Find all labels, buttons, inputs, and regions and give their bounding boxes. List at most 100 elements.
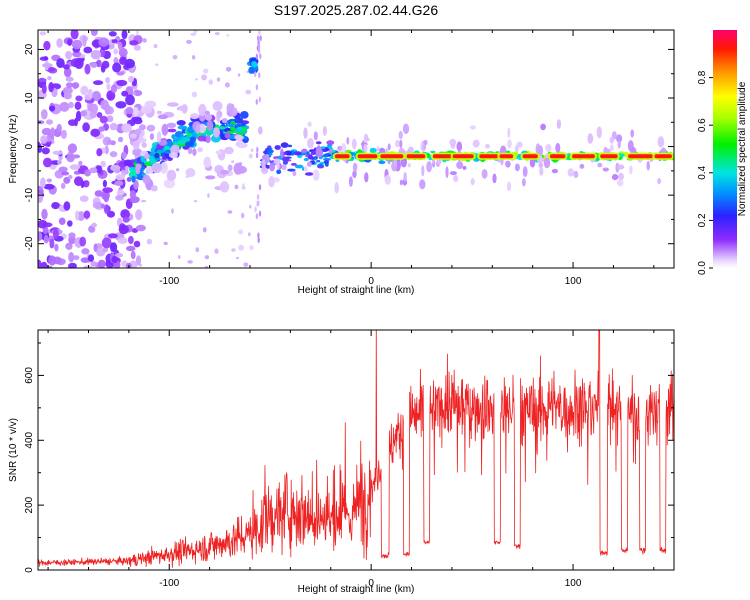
spectral-blob — [216, 110, 223, 118]
spectral-blob — [378, 160, 386, 165]
spectral-blob — [387, 143, 391, 151]
spectral-blob — [258, 30, 261, 36]
spectral-blob — [249, 204, 252, 209]
spectral-blob — [456, 141, 463, 152]
spectral-blob — [181, 104, 188, 114]
spectral-blob — [74, 101, 82, 111]
carrier-core — [600, 154, 618, 159]
spectral-blob — [481, 169, 488, 179]
spectral-blob — [259, 53, 262, 60]
colorbar-tick-label: 0.4 — [697, 165, 708, 179]
spectral-blob — [236, 256, 239, 260]
spectral-blob — [256, 146, 259, 153]
spectral-blob — [657, 136, 665, 148]
spectral-blob — [75, 95, 83, 102]
spectral-blob — [379, 147, 386, 155]
spectral-blob — [191, 91, 198, 98]
spectral-blob — [56, 38, 63, 48]
spectral-blob — [150, 185, 158, 192]
spectral-blob — [193, 200, 198, 203]
spectral-blob — [106, 210, 115, 218]
spectral-blob — [129, 40, 139, 46]
spectral-blob — [198, 123, 206, 134]
spectral-blob — [537, 145, 544, 157]
spectral-blob — [190, 32, 197, 36]
spectral-blob — [529, 157, 536, 168]
spectral-blob — [597, 162, 603, 168]
spectral-blob — [238, 229, 244, 235]
spectral-blob — [337, 145, 343, 151]
spectral-blob — [214, 31, 220, 36]
spectral-blob — [261, 159, 266, 171]
chart-title: S197.2025.287.02.44.G26 — [274, 2, 438, 18]
spectral-blob — [40, 109, 48, 120]
spectral-blob — [357, 149, 362, 154]
spectral-blob — [269, 162, 275, 172]
spectral-blob — [68, 101, 74, 109]
spectral-blob — [323, 157, 331, 161]
spectral-blob — [287, 168, 296, 172]
spectral-blob — [175, 168, 180, 172]
spectral-blob — [140, 155, 146, 163]
spectral-blob — [125, 245, 136, 252]
spectral-blob — [326, 140, 335, 145]
spectral-blob — [257, 237, 260, 244]
spectral-blob — [96, 112, 103, 118]
spectral-blob — [65, 82, 74, 88]
spectral-blob — [154, 152, 160, 159]
spectral-blob — [110, 242, 118, 253]
spectral-blob — [240, 111, 249, 119]
spectrogram-xlabel: Height of straight line (km) — [298, 285, 415, 296]
spectral-blob — [313, 131, 318, 141]
spectral-blob — [257, 43, 261, 50]
spectral-blob — [369, 147, 377, 154]
spectral-blob — [132, 92, 136, 96]
spectral-blob — [456, 161, 464, 170]
spectral-blob — [596, 126, 602, 139]
spectral-blob — [316, 160, 321, 163]
spectral-blob — [96, 148, 103, 157]
spectral-blob — [204, 110, 210, 115]
spectral-blob — [602, 167, 609, 172]
spectral-blob — [317, 163, 324, 167]
spectral-blob — [92, 103, 98, 114]
spectral-blob — [157, 114, 169, 120]
spectral-blob — [38, 78, 47, 83]
spectral-blob — [106, 139, 112, 145]
spectral-blob — [231, 160, 235, 164]
spectral-blob — [258, 184, 262, 191]
colorbar-tick-label: 0.0 — [697, 261, 708, 275]
spectral-blob — [133, 44, 141, 51]
spectral-blob — [539, 166, 544, 176]
spectral-blob — [153, 44, 158, 49]
spectral-blob — [540, 123, 546, 131]
spectral-blob — [297, 155, 303, 159]
spectral-blob — [255, 84, 259, 91]
carrier-core — [406, 154, 426, 159]
spectral-blob — [290, 163, 297, 166]
spectral-blob — [255, 53, 259, 60]
carrier-core — [549, 154, 566, 159]
spectral-blob — [207, 193, 210, 198]
spectral-blob — [116, 79, 128, 87]
spectral-blob — [46, 178, 53, 183]
spectral-blob — [123, 159, 133, 167]
spectral-blob — [41, 147, 50, 155]
spectral-blob — [106, 115, 114, 123]
spectral-blob — [63, 201, 71, 211]
colorbar-tick-label: 0.6 — [697, 118, 708, 132]
spectral-blob — [203, 156, 212, 168]
spectral-blob — [192, 148, 197, 156]
spectral-blob — [65, 50, 73, 60]
spectral-blob — [431, 159, 435, 164]
spectral-blob — [42, 63, 53, 68]
spectral-blob — [165, 149, 172, 153]
spectral-blob — [322, 154, 329, 158]
spectral-blob — [198, 103, 207, 116]
spectral-blob — [402, 123, 410, 135]
spectral-blob — [83, 210, 91, 219]
spectral-blob — [128, 75, 134, 83]
spectral-blob — [83, 46, 93, 54]
